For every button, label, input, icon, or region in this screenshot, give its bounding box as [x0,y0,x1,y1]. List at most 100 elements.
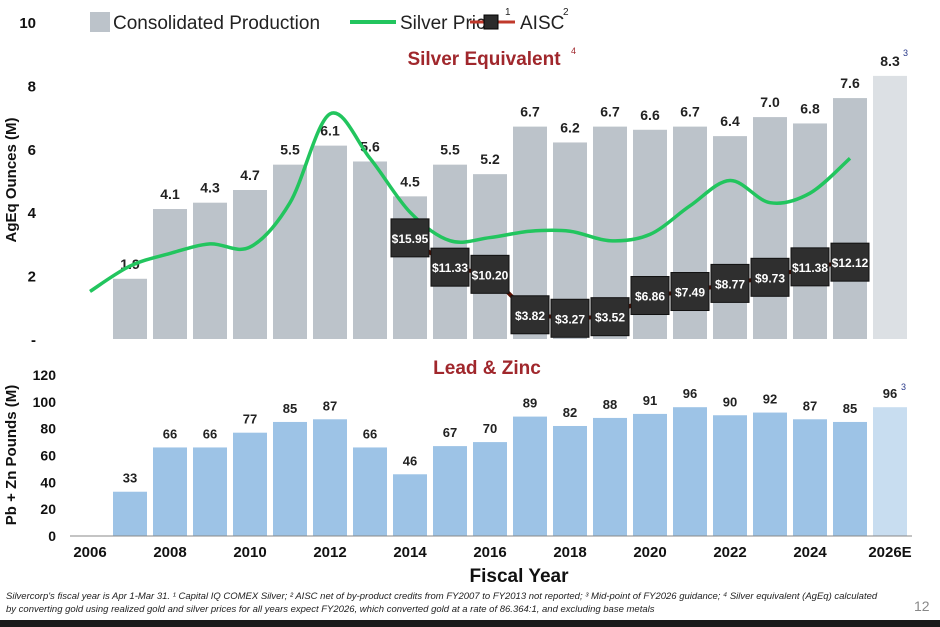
lead-zinc-bar-label: 66 [163,426,177,441]
aisc-marker [790,247,830,287]
bottom-y-tick: 20 [40,501,56,517]
aisc-marker [470,254,510,294]
x-tick: 2018 [553,544,586,561]
forecast-footnote: 3 [901,382,906,392]
lead-zinc-bar [113,491,147,536]
production-bar [113,278,147,339]
production-bar [153,209,187,339]
production-bar-label: 8.3 [880,53,900,69]
lead-zinc-bar [193,447,227,536]
production-bar-label: 6.2 [560,119,580,135]
lead-zinc-bar-label: 66 [203,426,217,441]
top-title-footnote: 4 [571,46,576,56]
production-bar-label: 5.5 [440,142,460,158]
lead-zinc-bar [593,417,627,536]
page-number: 12 [914,598,930,614]
aisc-marker [670,272,710,312]
lead-zinc-bar [793,419,827,536]
lead-zinc-bar-label: 67 [443,425,457,440]
production-bar-label: 5.2 [480,151,500,167]
production-bar-label: 4.7 [240,167,260,183]
lead-zinc-bar-label: 89 [523,396,537,411]
production-bar-label: 6.1 [320,123,340,139]
production-bar-label: 6.8 [800,100,820,116]
lead-zinc-bar-label: 77 [243,412,257,427]
lead-zinc-bar [393,474,427,536]
lead-zinc-bar [713,415,747,536]
production-bar [193,202,227,339]
x-tick: 2010 [233,544,266,561]
aisc-value-label: $6.86 [635,290,665,304]
lead-zinc-bar [873,407,907,536]
x-tick: 2008 [153,544,186,561]
x-tick: 2016 [473,544,506,561]
production-bar [353,161,387,339]
aisc-marker [750,257,790,297]
top-y-tick: 8 [28,78,36,95]
lead-zinc-bar-label: 92 [763,392,777,407]
lead-zinc-bar [233,432,267,536]
silver-price-line [89,111,852,293]
production-bar-label: 5.5 [280,142,300,158]
production-bar-label: 6.6 [640,107,660,123]
lead-zinc-bar-label: 82 [563,405,577,420]
legend-aisc-label: AISC [520,13,564,34]
lead-zinc-bar-label: 85 [843,401,857,416]
legend-production-label: Consolidated Production [113,13,320,34]
production-bar [233,190,267,339]
bottom-y-tick: 120 [33,367,57,383]
aisc-value-label: $3.52 [595,311,625,325]
x-tick: 2024 [793,544,827,561]
production-bar-label: 6.7 [600,104,620,120]
aisc-value-label: $12.12 [832,256,869,270]
aisc-marker [550,298,590,338]
aisc-value-label: $3.27 [555,312,585,326]
footnote: Silvercorp's fiscal year is Apr 1-Mar 31… [6,591,878,615]
production-bar [793,123,827,339]
top-y-tick: 10 [19,15,36,32]
legend-aisc-swatch [483,14,499,30]
production-bar-label: 6.4 [720,113,740,129]
top-y-tick: 2 [28,269,36,286]
bottom-y-tick: 80 [40,421,56,437]
legend-silver-price-label: Silver Price [400,13,496,34]
forecast-footnote: 3 [903,48,908,58]
lead-zinc-bar-label: 87 [803,398,817,413]
lead-zinc-bar [553,425,587,536]
aisc-marker [390,218,430,258]
x-tick: 2022 [713,544,746,561]
lead-zinc-bar [433,446,467,536]
x-axis-label: Fiscal Year [470,566,570,587]
legend-aisc-footnote: 2 [563,7,569,18]
lead-zinc-bar-label: 88 [603,397,617,412]
production-bar-label: 4.1 [160,186,180,202]
lead-zinc-bar [313,419,347,536]
production-bar-label: 7.6 [840,75,860,91]
aisc-value-label: $11.33 [432,261,468,275]
aisc-marker [710,263,750,303]
aisc-marker [630,276,670,316]
x-tick: 2026E [868,544,911,561]
production-bar [833,98,867,339]
aisc-value-label: $15.95 [392,232,429,246]
bottom-y-tick: 40 [40,474,56,490]
production-bar [313,145,347,339]
legend-silver-price-footnote: 1 [505,7,511,18]
lead-zinc-bar [633,413,667,536]
production-bar-label: 4.3 [200,180,220,196]
aisc-marker [830,242,870,282]
aisc-value-label: $3.82 [515,309,545,323]
bottom-y-axis-label: Pb + Zn Pounds (M) [3,385,20,525]
bottom-chart-title: Lead & Zinc [433,358,541,379]
aisc-value-label: $8.77 [715,277,745,291]
lead-zinc-bar [273,421,307,536]
aisc-marker [590,297,630,337]
lead-zinc-bar-label: 96 [883,386,897,401]
lead-zinc-bar-label: 33 [123,471,137,486]
lead-zinc-bar-label: 70 [483,421,497,436]
production-bar [713,136,747,339]
x-tick: 2006 [73,544,106,561]
bottom-band [0,620,940,627]
bottom-y-tick: 0 [48,528,56,544]
